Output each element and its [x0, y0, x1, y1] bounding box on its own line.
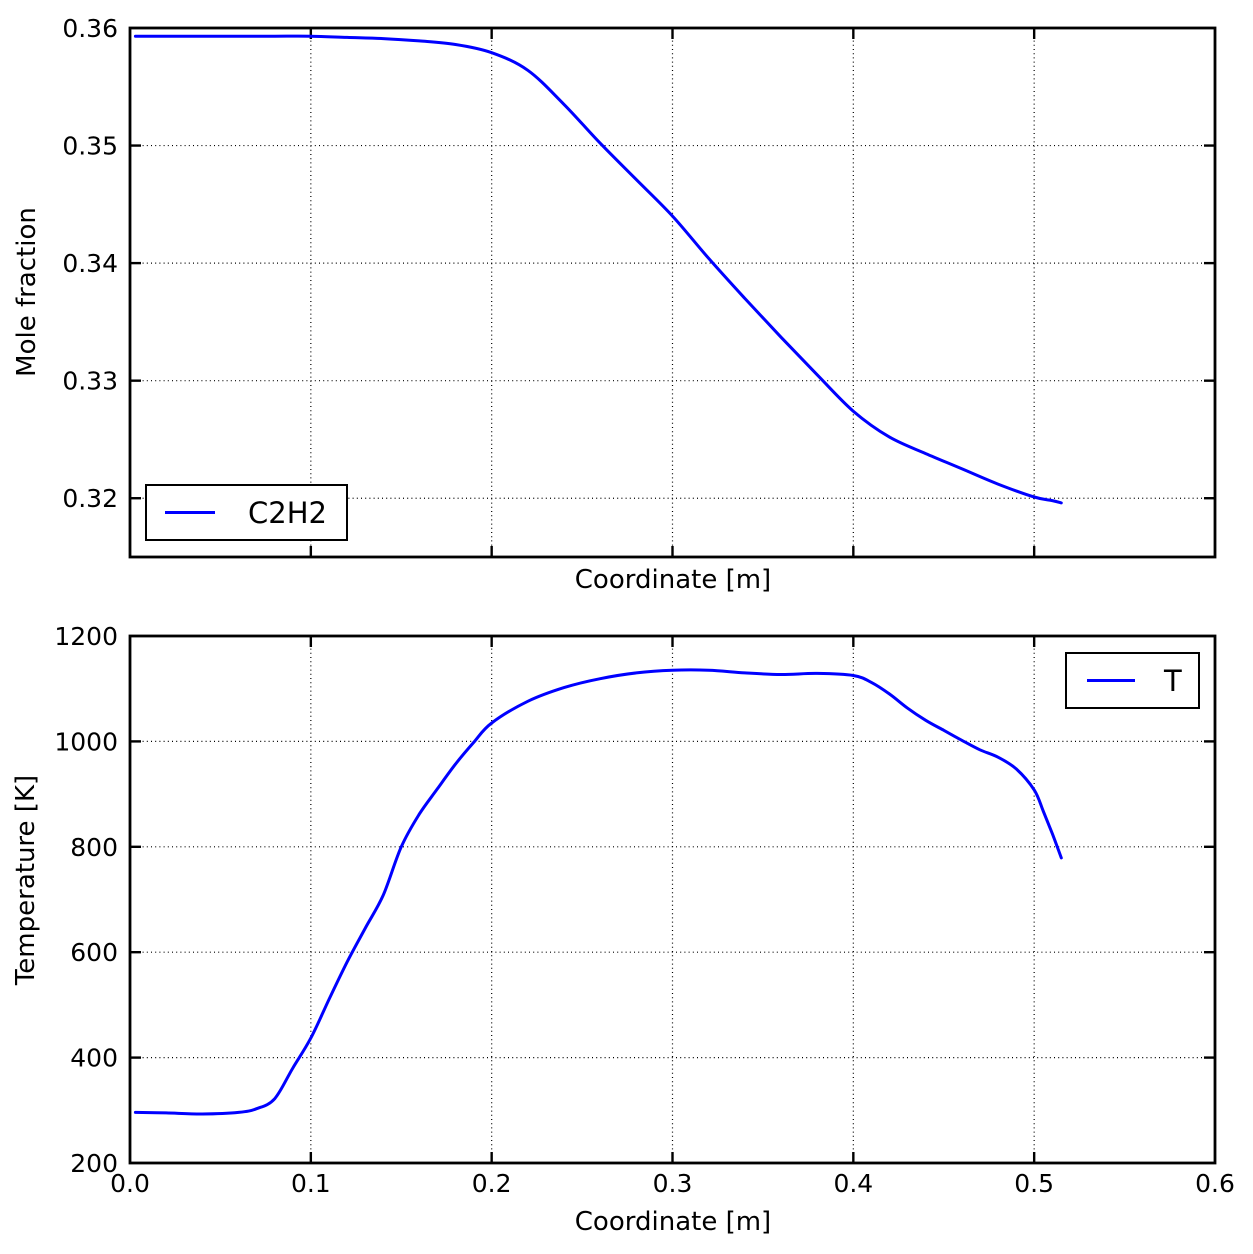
y-tick-label: 400 — [70, 1044, 118, 1073]
y-tick-label: 1000 — [54, 727, 118, 756]
y-tick-label: 1200 — [54, 622, 118, 651]
y-tick-label: 600 — [70, 938, 118, 967]
y-tick-label: 0.32 — [62, 484, 118, 513]
axes-frame — [128, 634, 1217, 1165]
series-line-T — [133, 668, 1063, 1116]
y-tick-label: 800 — [70, 833, 118, 862]
legend-line-sample-c2h2 — [165, 511, 215, 514]
temperature-plot-area: 200 400 600 800 1000 1200 0.0 0.1 0.2 0.3 0.4 0.5 0.… — [54, 622, 1235, 1198]
y-axis-label-temperature: Temperature [K] — [11, 774, 41, 986]
y-tick-label: 0.35 — [62, 132, 118, 161]
x-tick-label: 0.5 — [1014, 1169, 1054, 1198]
y-axis-label-mole-fraction: Mole fraction — [12, 207, 42, 377]
x-tick-label: 0.2 — [472, 1169, 512, 1198]
legend-label-c2h2: C2H2 — [248, 495, 327, 530]
y-tick-label: 0.33 — [62, 367, 118, 396]
legend-label-t: T — [1164, 663, 1182, 698]
x-tick-label: 0.3 — [653, 1169, 693, 1198]
legend-c2h2: C2H2 — [145, 484, 348, 541]
x-tick-label: 0.0 — [110, 1169, 150, 1198]
mole-fraction-plot-area: 0.32 0.33 0.34 0.35 0.36 — [62, 14, 1217, 559]
x-tick-label: 0.1 — [291, 1169, 331, 1198]
y-tick-label: 0.36 — [62, 14, 118, 43]
x-axis-label-bottom: Coordinate [m] — [574, 1207, 772, 1237]
legend-line-sample-t — [1087, 679, 1135, 682]
x-tick-label: 0.4 — [833, 1169, 873, 1198]
y-tick-label: 0.34 — [62, 249, 118, 278]
y-tick-label: 200 — [70, 1149, 118, 1178]
series-line-C2H2 — [133, 34, 1063, 505]
x-tick-label: 0.6 — [1195, 1169, 1235, 1198]
x-axis-label-top: Coordinate [m] — [574, 565, 772, 595]
legend-temperature: T — [1065, 652, 1200, 709]
